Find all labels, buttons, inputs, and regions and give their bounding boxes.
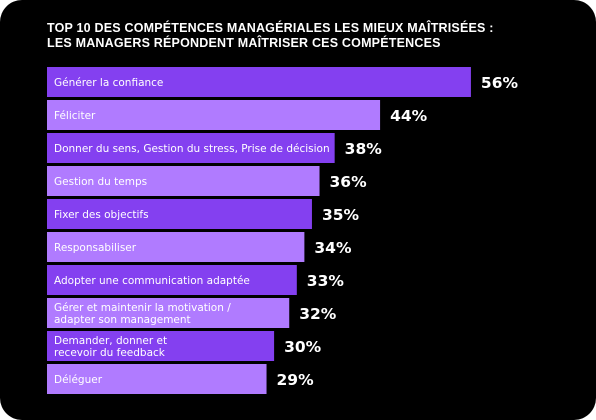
value-label-1: 56% [481, 74, 519, 92]
bar-label-4: Gestion du temps [54, 176, 147, 188]
bar-label-9-line-1: Demander, donner et [54, 335, 167, 347]
bar-label-9-line-2: recevoir du feedback [54, 347, 166, 359]
bar-3 [47, 133, 335, 163]
chart-title: TOP 10 DES COMPÉTENCES MANAGÉRIALES LES … [47, 21, 587, 51]
bar-1 [47, 67, 471, 97]
value-label-5: 35% [322, 206, 360, 224]
bar-2 [47, 100, 381, 130]
bar-5 [47, 199, 312, 229]
value-label-10: 29% [277, 371, 315, 389]
bar-label-10: Déléguer [54, 374, 103, 386]
bar-label-2: Féliciter [54, 110, 96, 122]
value-label-9: 30% [284, 338, 322, 356]
bar-9 [47, 331, 275, 361]
value-label-4: 36% [330, 173, 368, 191]
bar-10 [47, 364, 267, 394]
value-label-2: 44% [390, 107, 428, 125]
bar-label-8-line-1: Gérer et maintenir la motivation / [54, 302, 231, 314]
value-label-8: 32% [299, 305, 337, 323]
chart-title-line-2: LES MANAGERS RÉPONDENT MAÎTRISER CES COM… [47, 36, 441, 50]
bar-label-1: Générer la confiance [54, 77, 163, 89]
value-label-6: 34% [314, 239, 352, 257]
bar-label-7: Adopter une communication adaptée [54, 275, 250, 287]
bar-8 [47, 298, 290, 328]
bar-label-3: Donner du sens, Gestion du stress, Prise… [54, 143, 330, 155]
bar-4 [47, 166, 320, 196]
bar-label-8-line-2: adapter son management [54, 314, 191, 326]
bar-label-5: Fixer des objectifs [54, 209, 149, 221]
bar-label-6: Responsabiliser [54, 242, 137, 254]
value-label-7: 33% [307, 272, 345, 290]
value-label-3: 38% [345, 140, 383, 158]
chart-title-line-1: TOP 10 DES COMPÉTENCES MANAGÉRIALES LES … [47, 21, 494, 35]
bar-7 [47, 265, 297, 295]
bar-6 [47, 232, 305, 262]
